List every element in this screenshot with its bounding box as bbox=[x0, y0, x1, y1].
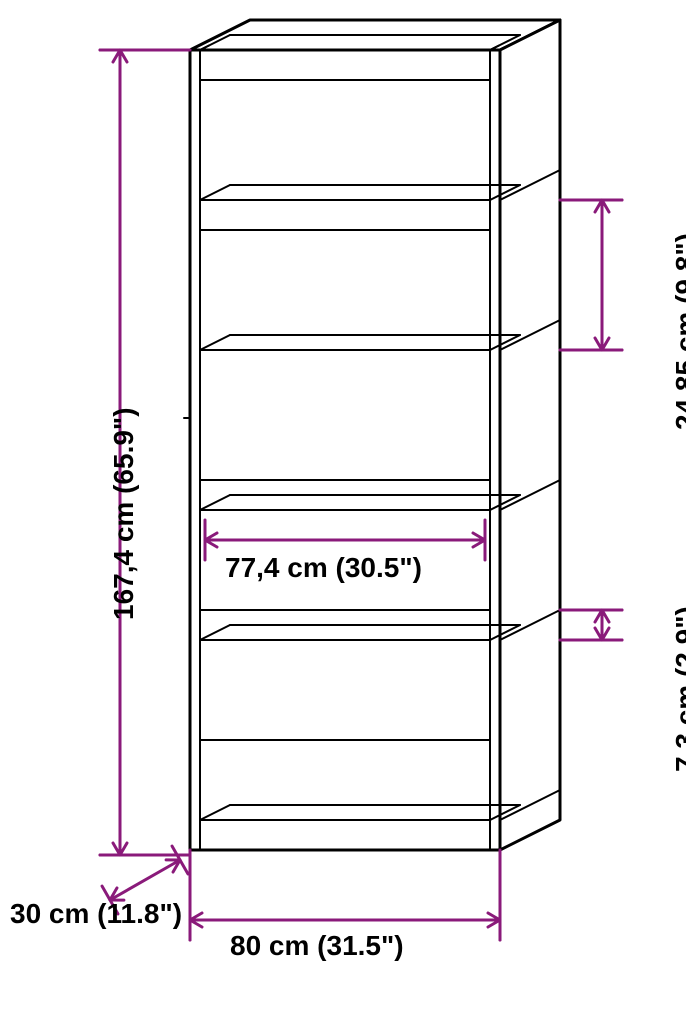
furniture-drawing bbox=[0, 0, 686, 1013]
dim-label-depth: 30 cm (11.8") bbox=[10, 898, 182, 930]
dim-label-shelf-gap: 24,85 cm (9.8") bbox=[670, 233, 686, 430]
dim-label-lip-height: 7,3 cm (2.9") bbox=[670, 606, 686, 772]
diagram-stage: 167,4 cm (65.9") 24,85 cm (9.8") 7,3 cm … bbox=[0, 0, 686, 1013]
dim-label-inner-width: 77,4 cm (30.5") bbox=[225, 552, 422, 584]
dim-label-height: 167,4 cm (65.9") bbox=[108, 407, 140, 620]
dim-label-width: 80 cm (31.5") bbox=[230, 930, 404, 962]
